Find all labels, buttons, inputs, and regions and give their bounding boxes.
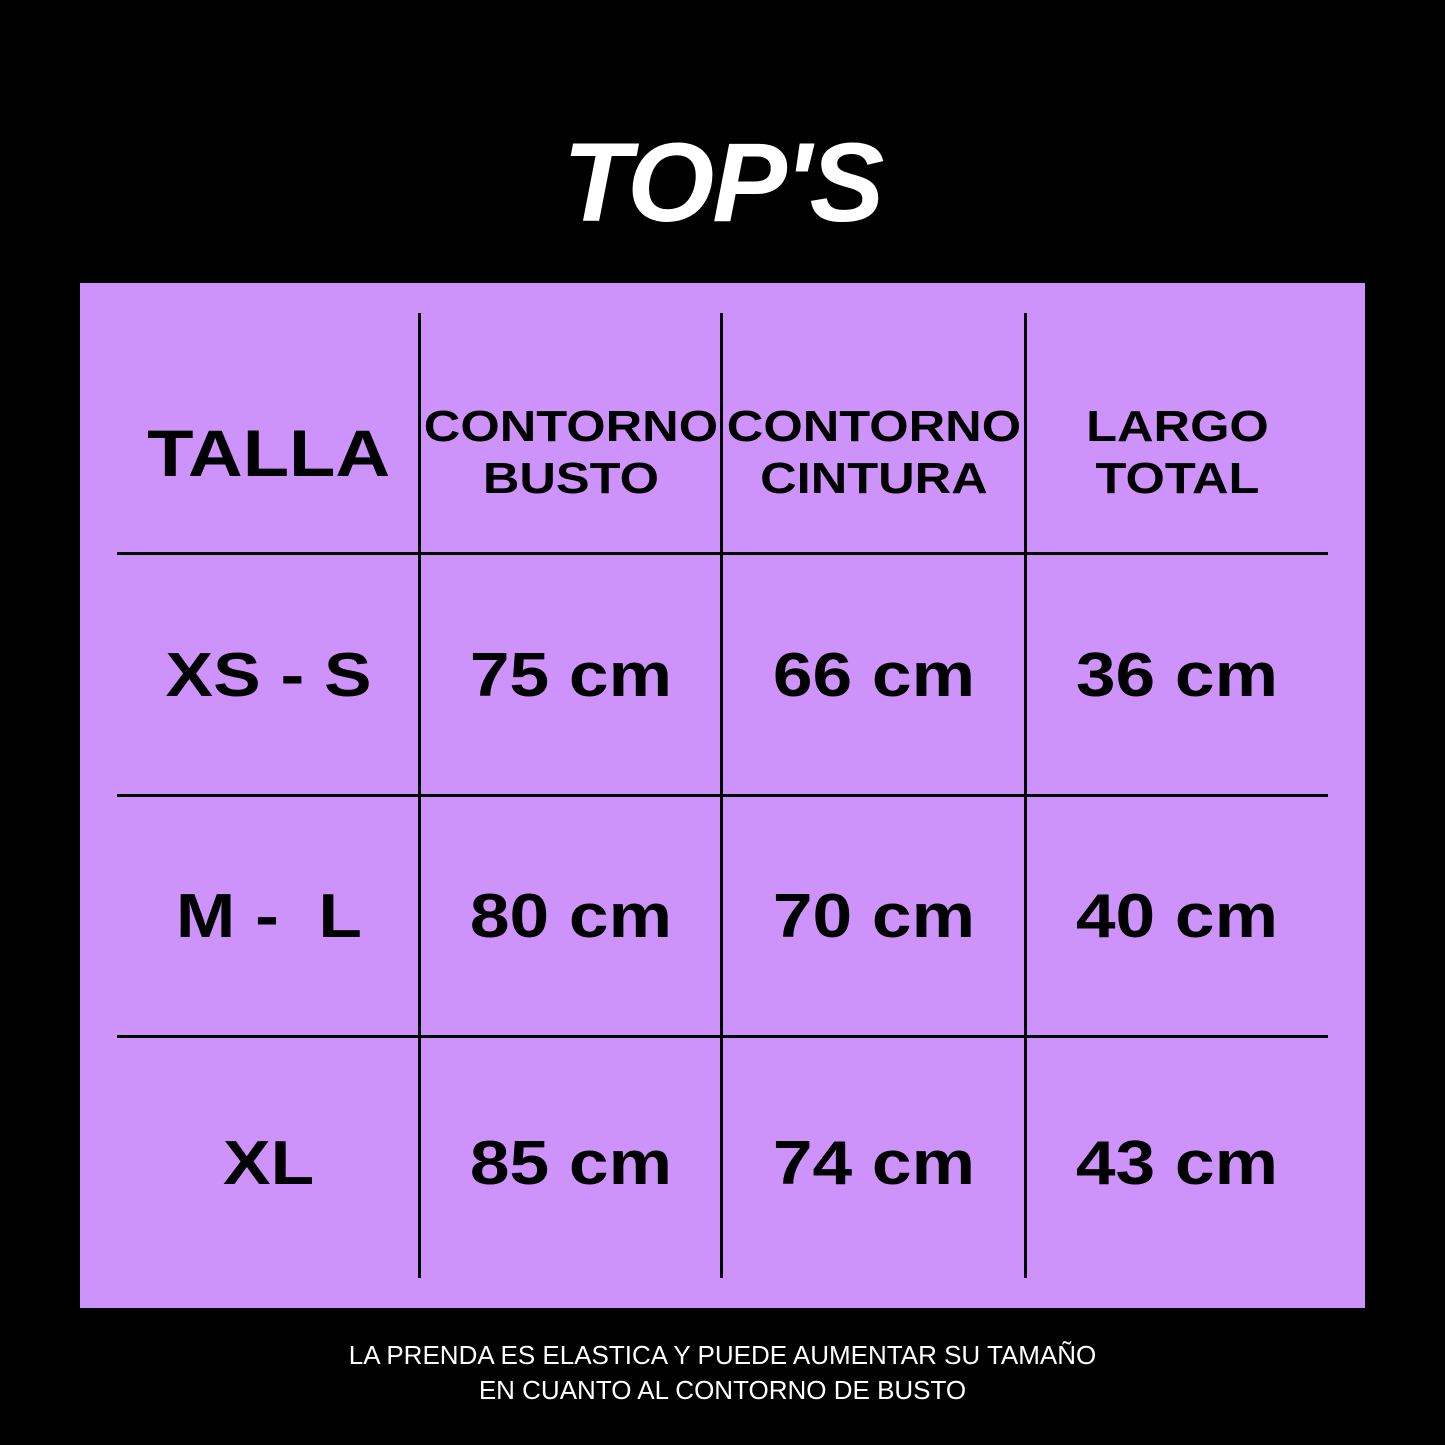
measurement-cell-text: 43 cm: [1075, 1129, 1279, 1198]
measurement-cell: 85 cm: [420, 1037, 722, 1290]
size-cell: XS - S: [117, 554, 420, 796]
header-cell: CONTORNO BUSTO: [420, 320, 722, 585]
header-cell-text: TALLA: [146, 415, 391, 490]
measurement-cell-text: 74 cm: [772, 1129, 976, 1198]
measurement-cell: 70 cm: [722, 796, 1026, 1037]
page-title: TOP'S: [562, 120, 885, 245]
row-divider: [117, 794, 1328, 797]
measurement-cell: 40 cm: [1026, 796, 1328, 1037]
size-cell: XL: [117, 1037, 420, 1290]
measurement-cell-text: 75 cm: [469, 640, 673, 710]
footer-line-1: LA PRENDA ES ELASTICA Y PUEDE AUMENTAR S…: [348, 1340, 1097, 1370]
header-cell-text: CONTORNO BUSTO: [423, 401, 719, 503]
header-cell-text: LARGO TOTAL: [1085, 401, 1269, 503]
size-cell: M - L: [117, 796, 420, 1037]
measurement-cell: 36 cm: [1026, 554, 1328, 796]
measurement-cell-text: 80 cm: [469, 882, 673, 951]
row-divider: [117, 1035, 1328, 1038]
header-cell: CONTORNO CINTURA: [722, 320, 1026, 585]
measurement-cell: 66 cm: [722, 554, 1026, 796]
size-cell-text: XL: [222, 1129, 315, 1198]
measurement-cell-text: 40 cm: [1075, 882, 1279, 951]
header-cell: TALLA: [117, 320, 420, 585]
header-cell-text: CONTORNO CINTURA: [726, 401, 1022, 503]
measurement-cell-text: 85 cm: [469, 1129, 673, 1198]
measurement-cell: 80 cm: [420, 796, 722, 1037]
size-cell-text: M - L: [175, 882, 362, 951]
measurement-cell-text: 36 cm: [1075, 640, 1279, 710]
row-divider: [117, 552, 1328, 555]
footer-line-2: EN CUANTO AL CONTORNO DE BUSTO: [478, 1375, 967, 1405]
measurement-cell: 75 cm: [420, 554, 722, 796]
measurement-cell-text: 70 cm: [772, 882, 976, 951]
measurement-cell: 74 cm: [722, 1037, 1026, 1290]
size-cell-text: XS - S: [165, 640, 372, 710]
measurement-cell: 43 cm: [1026, 1037, 1328, 1290]
footer-note: LA PRENDA ES ELASTICA Y PUEDE AUMENTAR S…: [0, 1338, 1445, 1408]
measurement-cell-text: 66 cm: [772, 640, 976, 710]
header-cell: LARGO TOTAL: [1026, 320, 1328, 585]
